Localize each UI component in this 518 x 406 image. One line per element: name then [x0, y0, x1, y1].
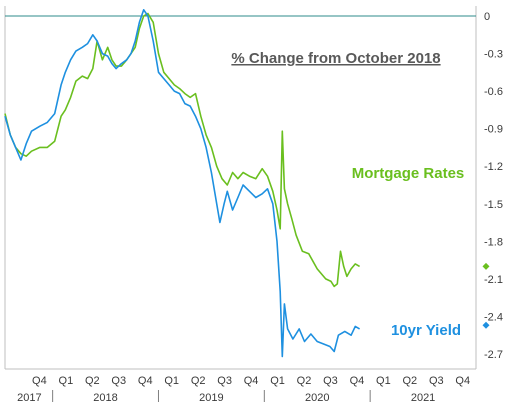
y-tick-label: -1.8 — [484, 236, 503, 248]
y-tick-label: -0.3 — [484, 49, 503, 61]
y-tick-label: -0.6 — [484, 86, 503, 98]
x-quarter-label: Q2 — [85, 375, 100, 387]
x-year-label: 2017 — [17, 392, 41, 404]
x-quarter-label: Q1 — [59, 375, 74, 387]
x-quarter-label: Q1 — [164, 375, 179, 387]
x-quarter-label: Q1 — [270, 375, 285, 387]
10yr-yield-label: 10yr Yield — [391, 322, 461, 339]
chart-title: % Change from October 2018 — [231, 50, 440, 67]
series-end-marker — [482, 262, 490, 270]
y-tick-label: 0 — [484, 11, 490, 23]
x-year-label: 2021 — [411, 392, 435, 404]
y-tick-label: -1.5 — [484, 199, 503, 211]
x-quarter-label: Q4 — [32, 375, 47, 387]
x-year-label: 2019 — [199, 392, 223, 404]
series-line-10yr-yield — [4, 9, 361, 358]
y-axis: 0 -0.3 -0.6 -0.9 -1.2 -1.5 -1.8 -2.1 -2.4 -2.7 — [484, 11, 503, 361]
y-tick-label: -2.7 — [484, 349, 503, 361]
x-quarter-label: Q4 — [244, 375, 259, 387]
x-quarter-label: Q4 — [455, 375, 470, 387]
x-quarter-label: Q3 — [217, 375, 232, 387]
mortgage-rates-label: Mortgage Rates — [352, 165, 465, 182]
x-quarter-label: Q1 — [376, 375, 391, 387]
series-end-marker — [482, 321, 490, 329]
x-year-label: 2018 — [93, 392, 117, 404]
series-layer — [4, 9, 490, 358]
x-quarter-label: Q3 — [111, 375, 126, 387]
y-tick-label: -2.4 — [484, 311, 503, 323]
y-tick-label: -2.1 — [484, 274, 503, 286]
y-tick-label: -0.9 — [484, 124, 503, 136]
x-quarter-label: Q3 — [323, 375, 338, 387]
x-quarter-label: Q4 — [350, 375, 365, 387]
series-line-mortgage-rates — [4, 12, 361, 288]
plot-frame — [4, 6, 477, 369]
y-tick-label: -1.2 — [484, 161, 503, 173]
x-quarter-label: Q4 — [138, 375, 153, 387]
x-quarter-label: Q2 — [297, 375, 312, 387]
x-quarter-label: Q2 — [403, 375, 418, 387]
x-axis: Q4 Q1 Q2 Q3 Q4 Q1 Q2 Q3 Q4 Q1 Q2 Q3 Q4 Q1 Q2 Q3 Q4 2017 20… — [5, 368, 476, 404]
x-quarter-label: Q3 — [429, 375, 444, 387]
x-year-label: 2020 — [305, 392, 329, 404]
x-quarter-label: Q2 — [191, 375, 206, 387]
